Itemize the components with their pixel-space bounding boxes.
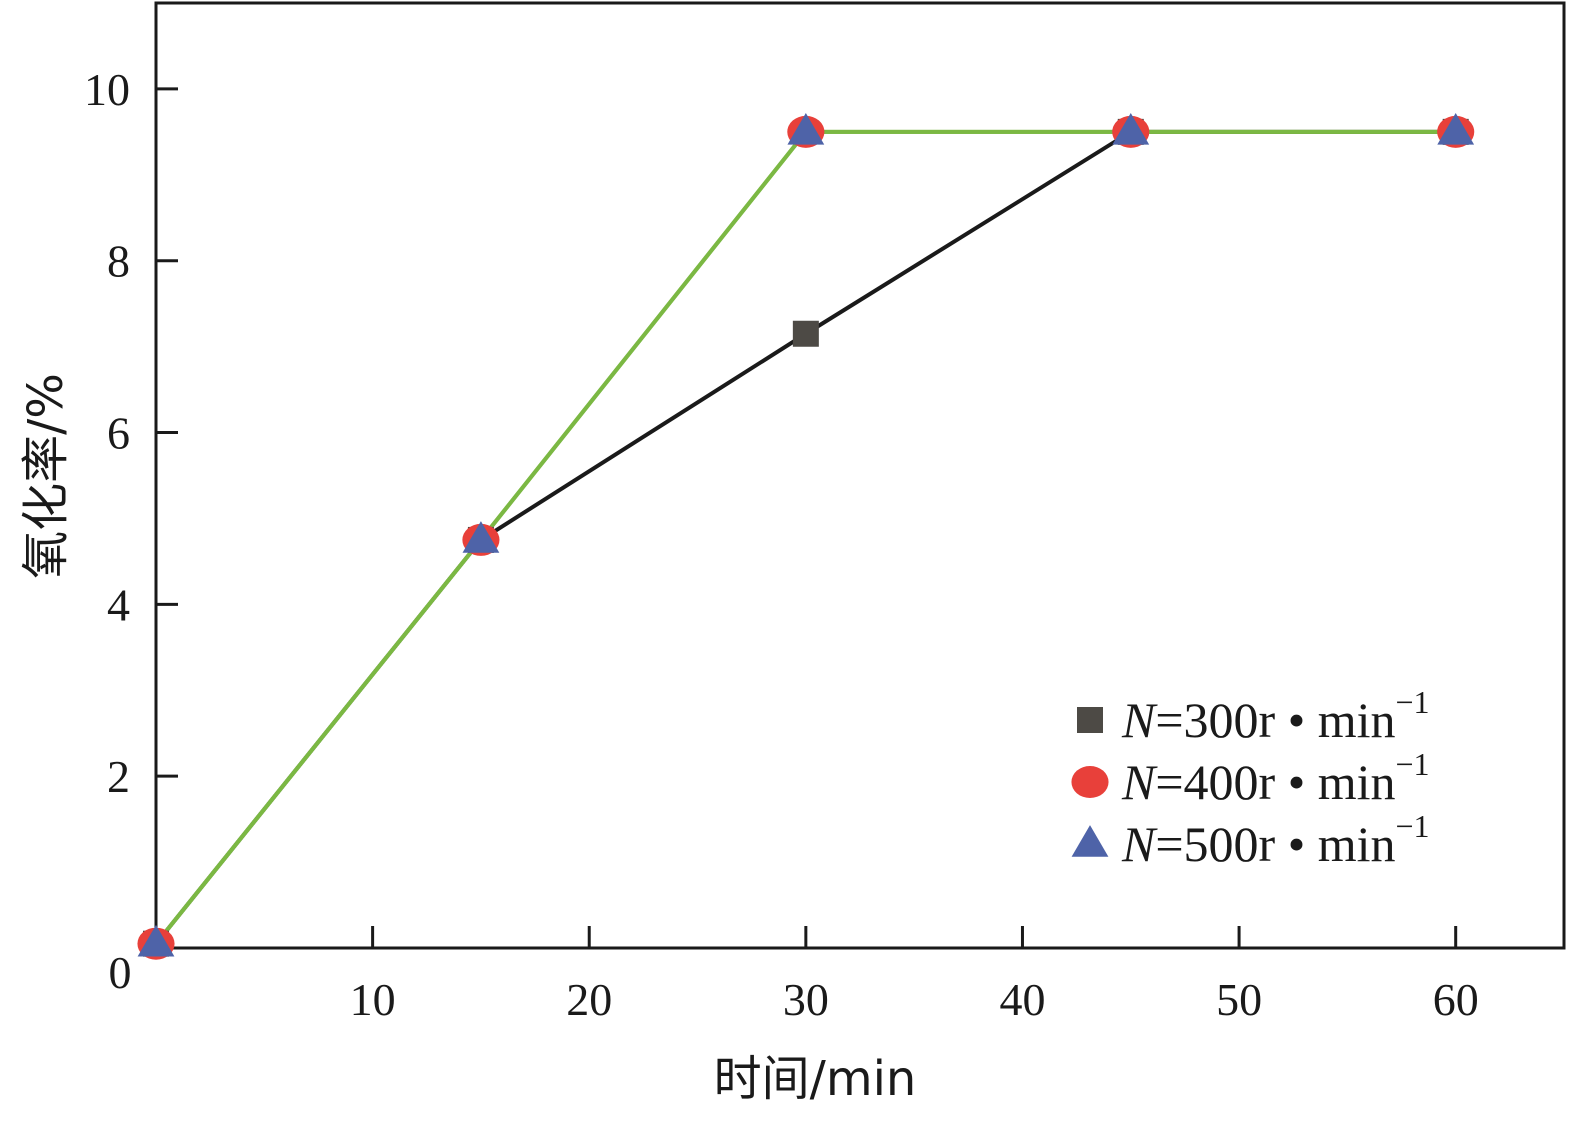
legend-label-2: N=500r • min−1 [1121,808,1430,872]
series-2-point-3 [1112,113,1150,145]
y-tick-label-6: 6 [107,408,130,459]
x-tick-label-60: 60 [1433,974,1479,1025]
axis-ticks: 10 20 30 40 50 60 2 4 6 8 10 [84,64,1479,1025]
y-tick-label-4: 4 [107,579,130,630]
y-tick-label-10: 10 [84,64,130,115]
x-tick-label-50: 50 [1216,974,1262,1025]
legend-marker-1 [1071,766,1109,798]
x-tick-label-20: 20 [566,974,612,1025]
series-0-point-2 [792,320,819,347]
series-2-point-4 [1437,113,1475,145]
y-tick-label-8: 8 [107,236,130,287]
x-tick-label-30: 30 [783,974,829,1025]
legend-label-1: N=400r • min−1 [1121,746,1430,810]
series-2-point-1 [462,521,500,553]
x-tick-label-40: 40 [999,974,1045,1025]
series-2-point-2 [787,113,825,145]
y-axis-title: 氧化率/% [18,373,74,579]
y-tick-label-2: 2 [107,751,130,802]
legend-marker-0 [1077,707,1103,733]
legend-marker-2 [1071,825,1109,857]
series-markers [137,113,1475,960]
x-tick-label-10: 10 [350,974,396,1025]
plot-frame [154,1,1566,950]
legend-label-0: N=300r • min−1 [1121,684,1430,748]
origin-label: 0 [109,947,132,998]
legend: N=300r • min−1N=400r • min−1N=500r • min… [1071,684,1430,872]
series-2-point-0 [137,924,175,957]
x-axis-title: 时间/min [714,1051,917,1107]
